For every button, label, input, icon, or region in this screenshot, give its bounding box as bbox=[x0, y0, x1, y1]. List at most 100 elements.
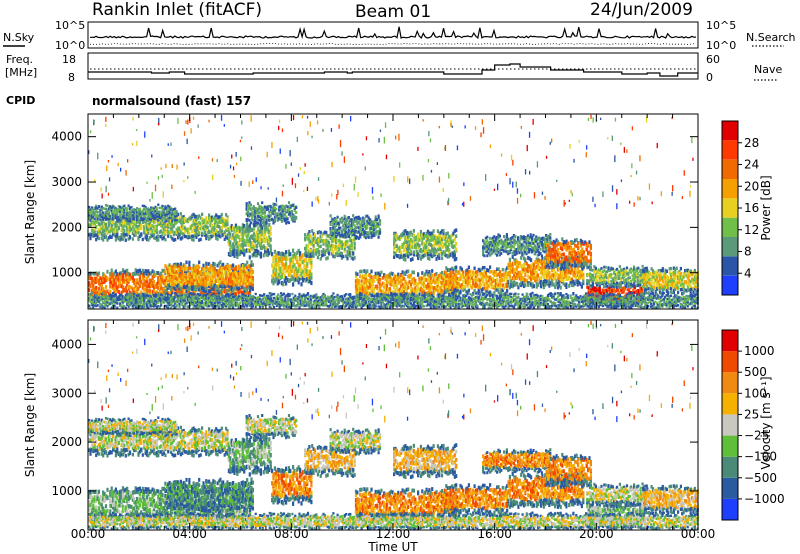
echo-cell bbox=[252, 276, 254, 280]
echo-cell bbox=[188, 261, 190, 265]
echo-cell bbox=[325, 231, 327, 235]
echo-cell bbox=[287, 206, 289, 209]
echo-cell bbox=[243, 287, 245, 291]
noise-tick-right-high: 10^5 bbox=[706, 19, 736, 32]
echo-cell bbox=[249, 255, 251, 259]
echo-cell bbox=[413, 250, 415, 254]
echo-cell bbox=[414, 279, 416, 283]
echo-cell bbox=[209, 289, 211, 293]
echo-cell bbox=[433, 229, 435, 233]
echo-cell bbox=[462, 270, 464, 274]
echo-cell bbox=[123, 205, 125, 207]
echo-cell bbox=[403, 249, 405, 253]
echo-cell bbox=[328, 241, 330, 245]
echo-cell bbox=[188, 232, 190, 235]
echo-cell bbox=[174, 208, 176, 210]
echo-cell bbox=[348, 235, 350, 238]
echo-cell bbox=[198, 266, 200, 270]
echo-cell bbox=[310, 281, 312, 285]
echo-cell bbox=[201, 232, 203, 235]
echo-cell bbox=[358, 279, 360, 283]
echo-cell bbox=[483, 254, 485, 257]
echo-cell bbox=[98, 216, 100, 218]
echo-cell bbox=[147, 231, 149, 234]
echo-cell bbox=[261, 201, 263, 204]
echo-cell bbox=[250, 204, 252, 207]
echo-cell bbox=[89, 219, 91, 221]
echo-cell bbox=[275, 268, 277, 272]
echo-cell bbox=[98, 287, 100, 291]
freq-label: Freq. bbox=[6, 53, 33, 66]
echo-cell bbox=[217, 237, 219, 240]
echo-cell bbox=[455, 266, 457, 270]
echo-cell bbox=[373, 279, 375, 283]
echo-cell bbox=[380, 271, 382, 275]
echo-cell bbox=[320, 245, 322, 249]
echo-cell bbox=[370, 270, 372, 274]
echo-cell bbox=[366, 269, 368, 273]
echo-cell bbox=[346, 257, 348, 261]
echo-cell bbox=[417, 233, 419, 237]
echo-cell bbox=[468, 289, 470, 293]
echo-cell bbox=[89, 237, 91, 240]
echo-cell bbox=[354, 256, 356, 260]
echo-cell bbox=[281, 220, 283, 223]
echo-cell bbox=[318, 250, 320, 254]
echo-cell bbox=[345, 231, 347, 234]
freq-tick-high: 18 bbox=[62, 53, 76, 66]
echo-cell bbox=[295, 211, 297, 214]
nave-tick-high: 60 bbox=[706, 53, 720, 66]
echo-cell bbox=[506, 289, 508, 293]
echo-cell bbox=[332, 251, 334, 255]
echo-cell bbox=[375, 215, 377, 218]
echo-cell bbox=[411, 257, 413, 261]
echo-cell bbox=[289, 252, 291, 256]
echo-cell bbox=[111, 269, 113, 273]
echo-cell bbox=[143, 228, 145, 231]
echo-cell bbox=[285, 262, 287, 266]
nave-label: Nave bbox=[754, 63, 782, 76]
echo-cell bbox=[191, 279, 193, 283]
echo-cell bbox=[368, 236, 370, 239]
echo-cell bbox=[441, 271, 443, 275]
nsky-label: N.Sky bbox=[3, 31, 35, 44]
echo-cell bbox=[205, 287, 207, 291]
echo-cell bbox=[413, 229, 415, 233]
echo-cell bbox=[123, 229, 125, 232]
echo-cell bbox=[275, 208, 277, 211]
echo-cell bbox=[311, 229, 313, 233]
echo-cell bbox=[146, 234, 148, 237]
echo-cell bbox=[482, 279, 484, 283]
echo-cell bbox=[202, 264, 204, 268]
echo-cell bbox=[417, 273, 419, 277]
echo-cell bbox=[238, 279, 240, 283]
echo-cell bbox=[212, 287, 214, 291]
echo-cell bbox=[379, 228, 381, 231]
echo-cell bbox=[270, 226, 272, 230]
echo-cell bbox=[238, 287, 240, 291]
echo-cell bbox=[121, 213, 123, 215]
echo-cell bbox=[441, 256, 443, 260]
echo-cell bbox=[499, 235, 501, 238]
echo-cell bbox=[354, 242, 356, 246]
echo-cell bbox=[263, 208, 265, 211]
echo-cell bbox=[482, 252, 484, 255]
echo-cell bbox=[118, 290, 120, 294]
echo-cell bbox=[285, 250, 287, 254]
echo-cell bbox=[180, 262, 182, 266]
echo-cell bbox=[279, 267, 281, 271]
echo-cell bbox=[361, 270, 363, 274]
beam-label: Beam 01 bbox=[355, 2, 431, 22]
echo-cell bbox=[407, 270, 409, 274]
echo-cell bbox=[115, 282, 117, 286]
echo-cell bbox=[295, 206, 297, 209]
echo-cell bbox=[486, 254, 488, 257]
echo-cell bbox=[267, 208, 269, 211]
echo-cell bbox=[246, 261, 248, 265]
echo-cell bbox=[161, 275, 163, 279]
echo-cell bbox=[105, 223, 107, 226]
echo-cell bbox=[274, 219, 276, 222]
echo-cell bbox=[200, 282, 202, 286]
echo-cell bbox=[233, 245, 235, 249]
echo-cell bbox=[252, 287, 254, 291]
